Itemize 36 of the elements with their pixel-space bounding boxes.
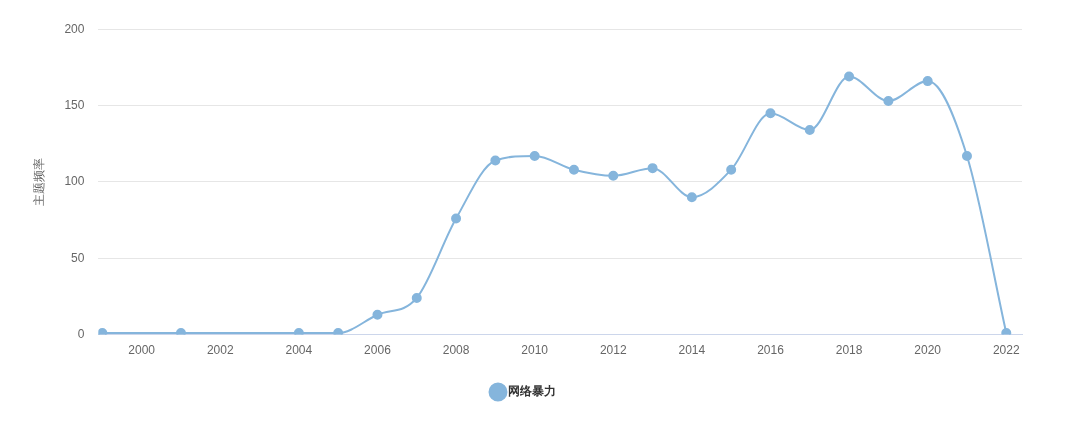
y-tick-label: 0 (77, 326, 85, 341)
point (883, 95, 894, 106)
point (372, 309, 383, 320)
point (686, 192, 697, 203)
y-tick-label: 100 (64, 174, 85, 189)
x-tick-label: 2000 (128, 343, 156, 358)
point (568, 164, 579, 175)
x-tick-label: 2006 (364, 343, 392, 358)
point (647, 163, 658, 174)
point (411, 292, 422, 303)
y-tick-label: 150 (64, 97, 85, 112)
x-tick-label: 2008 (442, 343, 470, 358)
point (765, 108, 776, 119)
point (726, 164, 737, 175)
x-tick-label: 2016 (757, 343, 785, 358)
x-tick-label: 2004 (285, 343, 313, 358)
y-tick-label: 50 (71, 250, 85, 265)
x-tick-label: 2012 (599, 343, 627, 358)
x-tick-label: 2002 (206, 343, 234, 358)
x-tick-label: 2020 (914, 343, 942, 358)
point (98, 328, 108, 335)
legend-label: 网络暴力 (508, 384, 556, 399)
point (451, 213, 462, 224)
point (490, 155, 501, 166)
point (608, 170, 619, 181)
y-axis-title: 主题频率 (31, 157, 46, 206)
y-tick-label: 200 (64, 21, 85, 36)
x-tick-label: 2010 (521, 343, 549, 358)
x-tick-label: 2018 (835, 343, 863, 358)
point (844, 71, 855, 82)
x-tick-label: 2014 (678, 343, 706, 358)
x-tick-label: 2022 (992, 343, 1020, 358)
point (804, 124, 815, 135)
point (922, 76, 933, 87)
point (961, 150, 972, 161)
point (529, 150, 540, 161)
